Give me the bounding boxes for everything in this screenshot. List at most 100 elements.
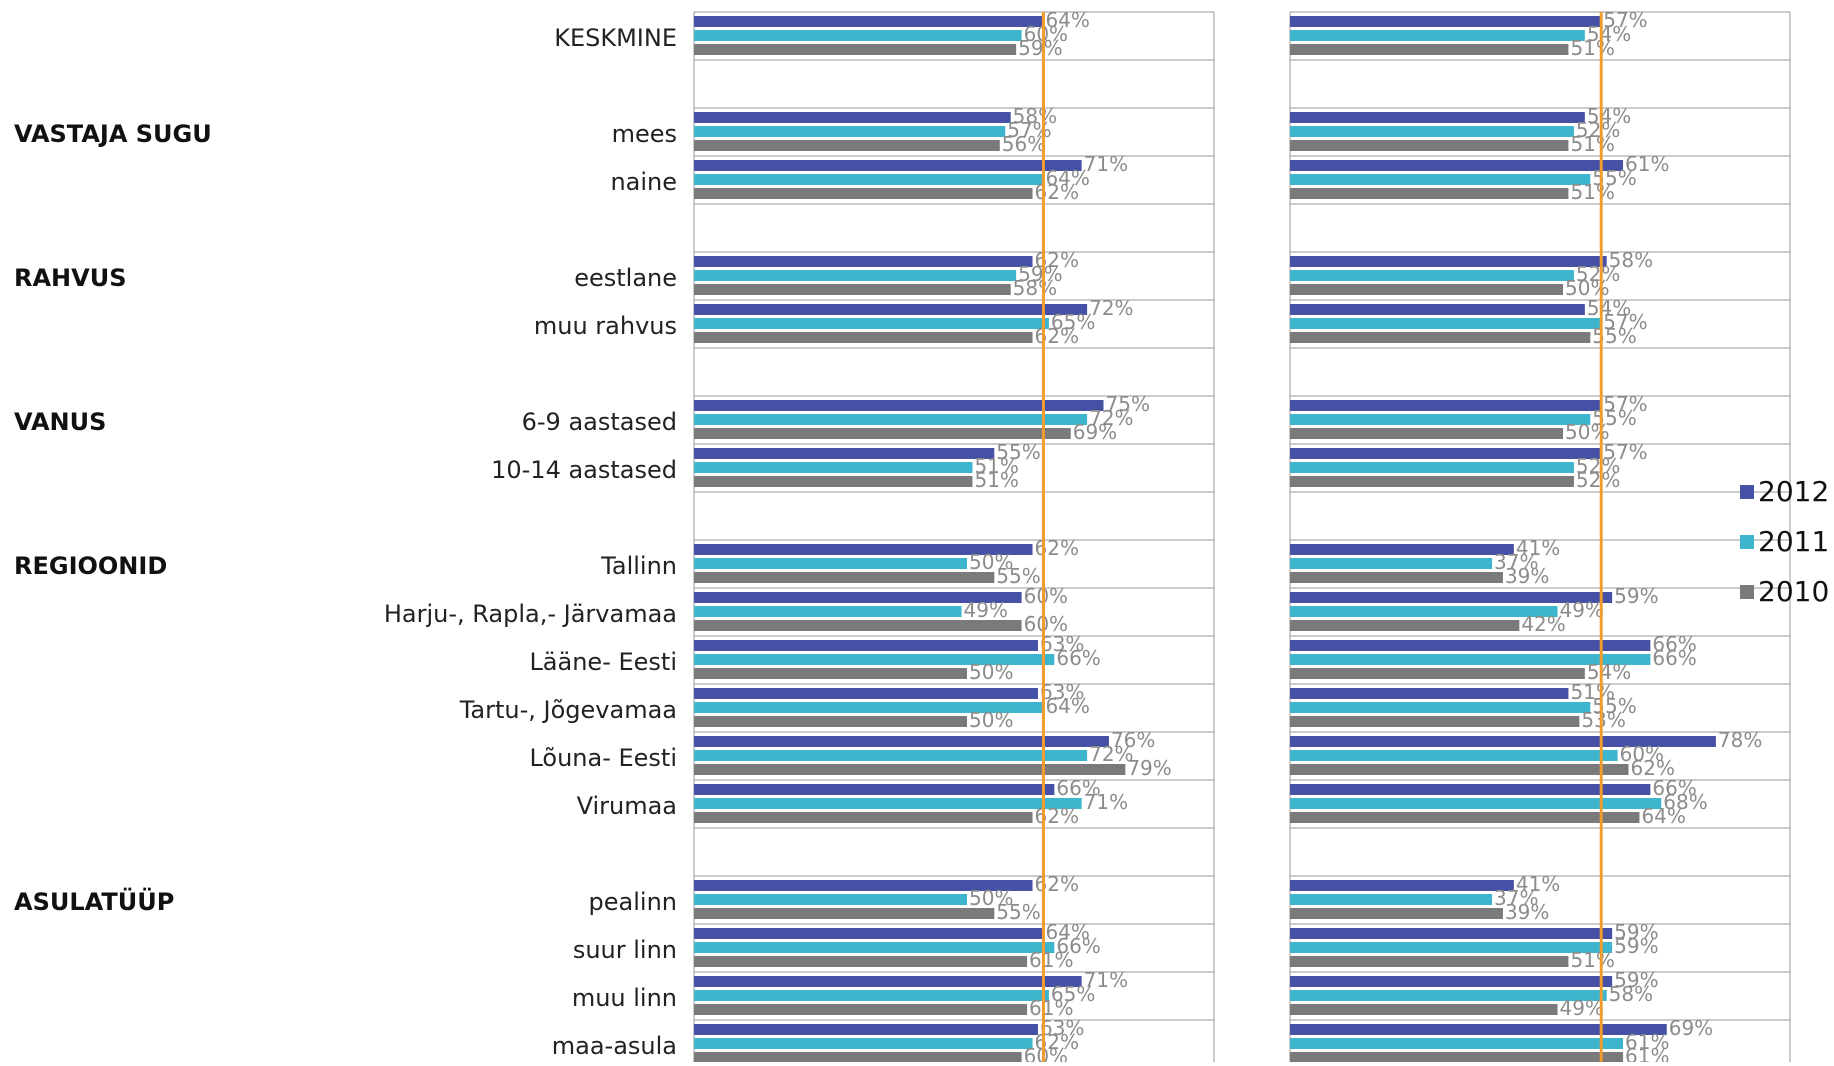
data-label: 64% — [1045, 920, 1089, 944]
data-label: 55% — [1592, 324, 1636, 348]
data-label: 50% — [969, 886, 1013, 910]
data-label: 51% — [974, 468, 1018, 492]
data-label: 71% — [1084, 152, 1128, 176]
bar-2012 — [694, 304, 1088, 315]
bar-2011 — [694, 558, 967, 569]
bar-2012 — [694, 160, 1082, 171]
data-label: 62% — [1035, 324, 1079, 348]
data-label: 76% — [1111, 728, 1155, 752]
bar-2010 — [694, 1052, 1022, 1063]
data-label: 69% — [1669, 1016, 1713, 1040]
data-label: 58% — [1609, 982, 1653, 1006]
bar-2012 — [1290, 1024, 1667, 1035]
bar-2012 — [694, 1024, 1038, 1035]
bar-2010 — [694, 476, 973, 487]
bar-2011 — [694, 702, 1044, 713]
bar-2011 — [1290, 894, 1493, 905]
category-label: Lääne- Eesti — [529, 648, 677, 676]
data-label: 54% — [1587, 22, 1631, 46]
category-label: Virumaa — [576, 792, 677, 820]
category-label: naine — [610, 168, 677, 196]
bar-2012 — [694, 256, 1033, 267]
group-label: VANUS — [14, 408, 107, 436]
data-label: 55% — [996, 564, 1040, 588]
data-label: 71% — [1084, 790, 1128, 814]
data-label: 64% — [1045, 8, 1089, 32]
bar-2010 — [1290, 476, 1574, 487]
bar-2010 — [1290, 668, 1585, 679]
data-label: 61% — [1029, 996, 1073, 1020]
data-label: 41% — [1516, 536, 1560, 560]
data-label: 52% — [1576, 262, 1620, 286]
bar-2011 — [1290, 990, 1607, 1001]
bar-2010 — [1290, 284, 1563, 295]
bar-2010 — [694, 44, 1017, 55]
data-label: 52% — [1576, 118, 1620, 142]
bar-2010 — [694, 284, 1011, 295]
bar-2010 — [1290, 332, 1591, 343]
bar-2010 — [694, 332, 1033, 343]
bar-2012 — [1290, 112, 1585, 123]
data-label: 39% — [1505, 564, 1549, 588]
category-label: maa-asula — [551, 1032, 677, 1060]
bar-2011 — [1290, 462, 1574, 473]
category-label: 6-9 aastased — [521, 408, 677, 436]
bar-2012 — [1290, 16, 1602, 27]
data-label: 66% — [1652, 632, 1696, 656]
bar-2010 — [1290, 716, 1580, 727]
data-label: 53% — [1581, 708, 1625, 732]
bar-2010 — [1290, 188, 1569, 199]
bar-2012 — [1290, 304, 1585, 315]
data-label: 62% — [1035, 872, 1079, 896]
data-label: 58% — [1609, 248, 1653, 272]
bar-2012 — [1290, 736, 1716, 747]
bar-2012 — [694, 784, 1055, 795]
data-label: 62% — [1035, 180, 1079, 204]
bar-2012 — [1290, 592, 1613, 603]
group-label: RAHVUS — [14, 264, 127, 292]
bar-2012 — [694, 880, 1033, 891]
data-label: 56% — [1002, 132, 1046, 156]
bar-2012 — [694, 544, 1033, 555]
bar-2010 — [1290, 140, 1569, 151]
data-label: 49% — [964, 598, 1008, 622]
bar-2011 — [1290, 1038, 1624, 1049]
data-label: 59% — [1614, 934, 1658, 958]
bar-2011 — [694, 1038, 1033, 1049]
data-label: 57% — [1603, 440, 1647, 464]
bar-2011 — [1290, 126, 1574, 137]
data-label: 55% — [996, 900, 1040, 924]
bar-2011 — [1290, 606, 1558, 617]
data-label: 42% — [1521, 612, 1565, 636]
data-label: 66% — [1056, 646, 1100, 670]
data-label: 66% — [1056, 934, 1100, 958]
data-label: 64% — [1045, 694, 1089, 718]
bar-2012 — [1290, 784, 1651, 795]
data-label: 66% — [1652, 776, 1696, 800]
bar-2012 — [694, 736, 1109, 747]
category-label: Tallinn — [601, 552, 677, 580]
bar-2010 — [694, 188, 1033, 199]
bar-2012 — [1290, 928, 1613, 939]
data-label: 55% — [1592, 406, 1636, 430]
data-label: 57% — [1603, 392, 1647, 416]
data-label: 65% — [1051, 982, 1095, 1006]
data-label: 63% — [1040, 680, 1084, 704]
legend-swatch-2011 — [1740, 535, 1754, 549]
data-label: 63% — [1040, 632, 1084, 656]
data-label: 55% — [1592, 166, 1636, 190]
bar-2011 — [1290, 750, 1618, 761]
bar-2010 — [694, 620, 1022, 631]
bar-2011 — [694, 942, 1055, 953]
bar-2010 — [1290, 620, 1520, 631]
bar-2010 — [1290, 1004, 1558, 1015]
bar-2011 — [1290, 318, 1602, 329]
data-label: 58% — [1013, 276, 1057, 300]
data-label: 51% — [1570, 36, 1614, 60]
category-label: Tartu-, Jõgevamaa — [459, 696, 677, 724]
bar-2011 — [1290, 30, 1585, 41]
data-label: 51% — [974, 454, 1018, 478]
data-label: 72% — [1089, 296, 1133, 320]
data-label: 50% — [969, 660, 1013, 684]
